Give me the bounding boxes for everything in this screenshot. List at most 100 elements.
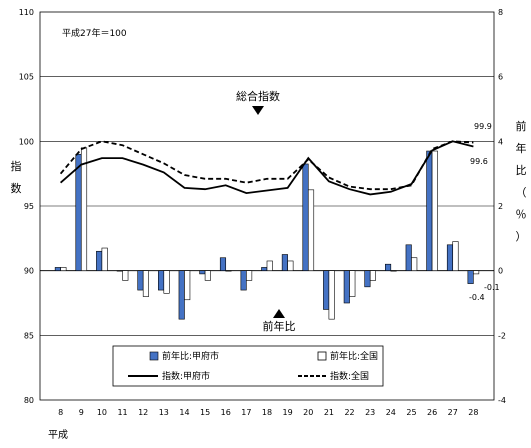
era-label: 平成	[48, 429, 68, 441]
x-tick-label: 27	[448, 408, 458, 417]
bars	[54, 147, 480, 320]
bar-zenkoku	[349, 270, 356, 297]
left-tick-label: 80	[24, 396, 34, 405]
bar-zenkoku	[307, 189, 315, 271]
bar-zenkoku	[266, 260, 273, 271]
bar-zenkoku	[431, 150, 438, 271]
x-tick-label: 21	[324, 408, 334, 417]
right-axis-label-char: 前	[516, 119, 527, 133]
bar-fuchu	[343, 270, 350, 304]
left-tick-label: 95	[24, 202, 34, 211]
x-tick-label: 13	[159, 408, 169, 417]
bar-fuchu	[467, 270, 474, 284]
x-tick-label: 22	[344, 408, 354, 417]
right-axis-label-char: 比	[516, 164, 527, 177]
x-tick-label: 24	[386, 408, 396, 417]
bar-zenkoku	[101, 247, 108, 271]
x-tick-label: 23	[365, 408, 375, 417]
bar-fuchu	[323, 270, 330, 310]
x-tick-label: 17	[241, 408, 251, 417]
bar-zenkoku	[473, 270, 480, 275]
left-axis-label-char: 指	[11, 159, 22, 173]
x-tick-label: 15	[200, 408, 210, 417]
x-tick-label: 8	[58, 408, 63, 417]
label-zenkoku-yoy-28: -0.1	[484, 283, 500, 292]
x-tick-label: 26	[427, 408, 437, 417]
bar-fuchu	[137, 270, 144, 291]
bar-zenkoku	[369, 270, 376, 281]
bar-fuchu	[446, 244, 454, 271]
right-axis-label-char: 年	[516, 141, 527, 155]
right-tick-label: -2	[498, 331, 506, 340]
right-axis-label-char: ％	[516, 208, 527, 221]
legend-label-zenkoku-bar: 前年比:全国	[330, 350, 378, 362]
x-tick-label: 12	[138, 408, 148, 417]
bar-zenkoku	[246, 270, 253, 281]
right-tick-label: 6	[498, 73, 503, 82]
x-tick-label: 14	[179, 408, 189, 417]
x-tick-label: 18	[262, 408, 272, 417]
right-tick-label: 4	[498, 137, 503, 146]
legend: 前年比:甲府市 前年比:全国 指数:甲府市 指数:全国	[112, 345, 384, 387]
bar-fuchu	[385, 263, 392, 271]
bar-zenkoku	[80, 147, 88, 271]
bar-zenkoku	[390, 270, 397, 272]
bar-zenkoku	[287, 260, 294, 271]
left-tick-label: 110	[19, 8, 34, 17]
left-axis-label: 指数	[11, 159, 22, 195]
legend-label-fuchu-line: 指数:甲府市	[162, 370, 210, 382]
right-tick-label: 2	[498, 202, 503, 211]
left-tick-label: 90	[24, 267, 34, 276]
right-axis-label-char: （	[516, 186, 527, 199]
x-tick-label: 9	[79, 408, 84, 417]
bar-zenkoku	[60, 267, 67, 271]
right-axis-label: 前年比 （ ％ ）	[516, 119, 527, 243]
x-tick-label: 25	[406, 408, 416, 417]
sogo-arrow-icon	[252, 106, 264, 115]
annotation-sogo: 総合指数	[236, 89, 280, 103]
bar-fuchu	[426, 150, 433, 271]
x-tick-label: 19	[283, 408, 293, 417]
legend-label-fuchu-bar: 前年比:甲府市	[162, 350, 219, 362]
x-tick-label: 28	[468, 408, 478, 417]
legend-swatch-fuchu-bar	[149, 351, 159, 361]
bar-fuchu	[199, 270, 206, 275]
left-tick-label: 85	[24, 331, 34, 340]
right-tick-label: 0	[498, 267, 503, 276]
legend-label-zenkoku-line: 指数:全国	[330, 370, 369, 382]
bar-zenkoku	[122, 270, 129, 281]
zennenhi-arrow-icon	[273, 309, 285, 318]
bar-zenkoku	[184, 270, 191, 301]
bar-fuchu	[158, 270, 165, 291]
bar-zenkoku	[328, 270, 335, 320]
bar-zenkoku	[411, 257, 418, 271]
series-line-fuchu	[60, 140, 474, 196]
bar-zenkoku	[452, 241, 459, 271]
legend-swatch-zenkoku-bar	[317, 351, 327, 361]
series-line-zenkoku	[59, 140, 474, 191]
bar-zenkoku	[204, 270, 211, 281]
bar-fuchu	[261, 267, 268, 271]
bar-zenkoku	[225, 270, 232, 272]
base-note: 平成27年＝100	[62, 27, 127, 39]
left-tick-label: 100	[19, 137, 34, 146]
x-tick-label: 10	[97, 408, 107, 417]
bar-fuchu	[364, 270, 371, 288]
label-fuchu-index-28: 99.6	[470, 157, 488, 166]
right-axis-label-char: ）	[516, 230, 527, 243]
x-tick-label: 11	[117, 408, 127, 417]
bar-fuchu	[302, 163, 309, 271]
label-zenkoku-index-28: 99.9	[474, 122, 492, 131]
bar-zenkoku	[163, 270, 170, 294]
annotation-zennenhi: 前年比	[263, 319, 296, 333]
bar-fuchu	[405, 244, 412, 271]
bar-fuchu	[116, 270, 123, 272]
bar-fuchu	[219, 257, 227, 271]
right-tick-label: 8	[498, 8, 503, 17]
bar-fuchu	[54, 267, 61, 271]
label-fuchu-yoy-28: -0.4	[469, 293, 485, 302]
bar-fuchu	[240, 270, 247, 291]
left-axis-label-char: 数	[11, 182, 22, 195]
